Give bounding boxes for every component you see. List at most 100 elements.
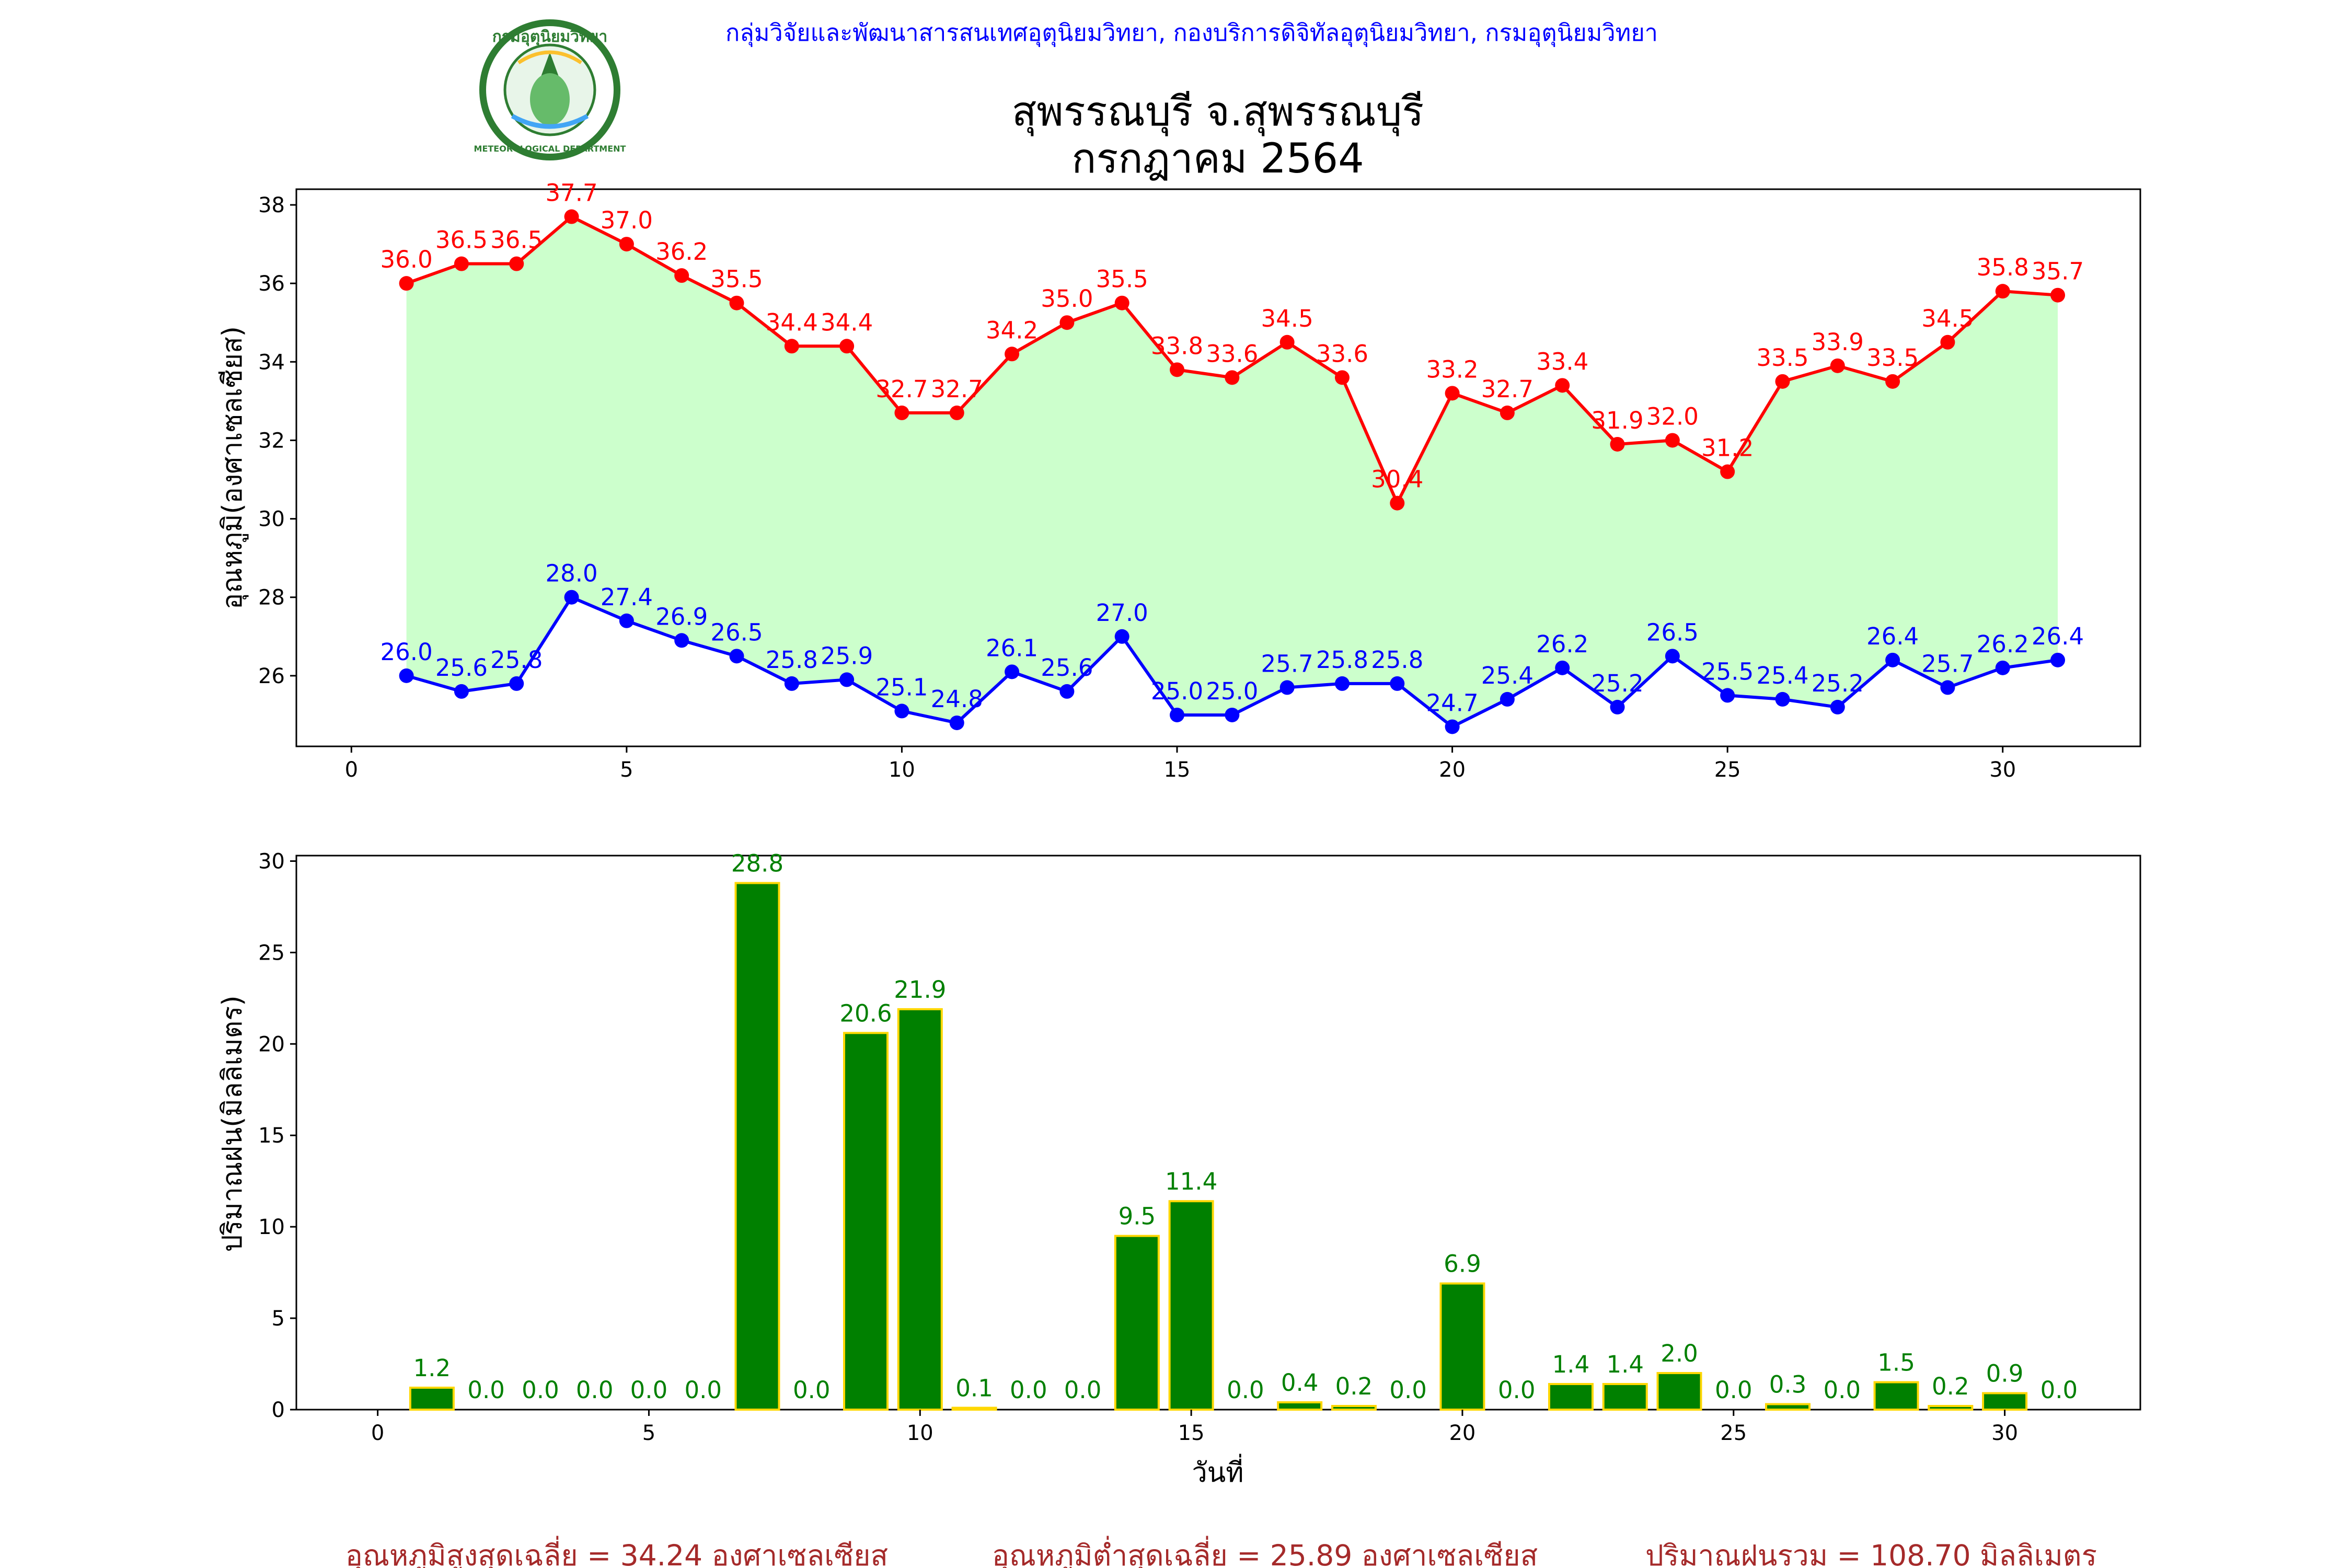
rainfall-y-tick-label: 15 [258,1124,285,1148]
max-temp-label: 36.5 [490,226,543,254]
max-temp-label: 32.7 [875,375,928,403]
min-temp-label: 25.7 [1261,650,1313,677]
rainfall-y-tick-label: 10 [258,1215,285,1239]
min-temp-point [674,633,689,648]
rainfall-x-tick-label: 30 [1991,1421,2018,1445]
temperature-y-tick-label: 30 [258,508,285,532]
min-temp-point [729,649,744,664]
max-temp-point [509,256,524,271]
temperature-x-tick-label: 0 [345,758,358,782]
min-temp-point [784,676,799,691]
min-temp-point [1720,688,1735,703]
rainfall-bar-label: 0.1 [955,1375,993,1402]
rainfall-bar [843,1032,889,1411]
min-temp-label: 25.5 [1701,658,1754,685]
max-temp-point [2050,287,2066,303]
rainfall-bar [951,1406,997,1411]
rainfall-bar-label: 2.0 [1661,1340,1698,1367]
max-temp-point [894,405,909,420]
rainfall-bar [897,1008,943,1411]
min-temp-point [949,715,964,730]
min-temp-point [1775,691,1790,707]
min-temp-point [1555,660,1570,675]
min-temp-point [1170,707,1185,722]
max-temp-point [1170,362,1185,377]
min-temp-point [1005,664,1020,679]
temperature-x-tick-label: 10 [889,758,915,782]
max-temp-label: 36.2 [655,238,708,266]
max-temp-label: 31.9 [1591,407,1643,434]
max-temp-point [1279,335,1295,350]
max-temp-point [1225,370,1240,385]
summary-avg-min-temp: อุณหภูมิต่ำสุดเฉลี่ย = 25.89 องศาเซลเซีย… [992,1536,1538,1568]
temperature-y-axis-label: อุณหภูมิ(องศาเซลเซียส) [217,326,249,609]
min-temp-label: 26.4 [1866,622,1919,650]
min-temp-point [1885,652,1900,667]
rainfall-bar-label: 0.0 [576,1376,614,1404]
min-temp-point [1445,719,1460,734]
max-temp-point [564,209,579,224]
rainfall-x-tick-label: 25 [1720,1421,1747,1445]
max-temp-label: 35.5 [1096,266,1148,293]
max-temp-label: 33.5 [1756,344,1808,372]
rainfall-bar [1656,1372,1702,1411]
max-temp-point [1830,358,1845,373]
max-temp-label: 36.0 [381,246,433,273]
max-temp-point [949,405,964,420]
rainfall-bar-label: 0.0 [1064,1376,1102,1404]
rainfall-bar [734,882,780,1411]
max-temp-label: 37.0 [601,206,653,234]
temperature-x-tick-label: 30 [1989,758,2016,782]
min-temp-point [1830,699,1845,714]
max-temp-label: 34.5 [1261,305,1313,332]
rainfall-bar [409,1387,455,1411]
rainfall-x-axis-label: วันที่ [1192,1454,1243,1489]
max-temp-point [1995,284,2010,299]
min-temp-label: 26.2 [1536,630,1588,658]
rainfall-bar-label: 0.0 [1227,1376,1264,1404]
min-temp-point [1500,691,1515,707]
rainfall-bar-label: 0.3 [1769,1371,1807,1399]
max-temp-label: 33.6 [1316,340,1368,367]
max-temp-point [1114,295,1129,310]
rainfall-bar-label: 0.0 [1715,1376,1753,1404]
rainfall-x-tick-label: 20 [1449,1421,1475,1445]
min-temp-label: 26.1 [986,634,1038,662]
min-temp-point [1610,699,1625,714]
rainfall-bar [1439,1282,1485,1411]
max-temp-point [1775,374,1790,389]
min-temp-label: 26.2 [1977,630,2029,658]
min-temp-label: 28.0 [545,560,597,587]
rainfall-bar-label: 0.0 [793,1376,831,1404]
rainfall-bar-label: 0.0 [522,1376,559,1404]
rainfall-bar-label: 0.2 [1335,1373,1373,1400]
temperature-y-tick-label: 36 [258,272,285,296]
max-temp-label: 33.5 [1866,344,1919,372]
min-temp-point [1995,660,2010,675]
min-temp-point [1279,680,1295,695]
temperature-x-tick-label: 20 [1439,758,1466,782]
max-temp-label: 37.7 [545,179,597,207]
rainfall-bar [1548,1383,1594,1411]
summary-avg-max-temp: อุณหภูมิสูงสุดเฉลี่ย = 34.24 องศาเซลเซีย… [345,1536,888,1568]
max-temp-point [1445,386,1460,401]
min-temp-label: 25.8 [1316,646,1368,674]
temperature-y-tick-label: 34 [258,350,285,374]
max-temp-label: 33.8 [1151,332,1203,360]
min-temp-point [399,668,414,683]
min-temp-label: 25.4 [1756,662,1808,689]
max-temp-point [1940,335,1955,350]
rainfall-bar-label: 0.0 [1010,1376,1047,1404]
rainfall-y-tick-label: 20 [258,1032,285,1056]
rainfall-bar-label: 20.6 [839,999,892,1027]
rainfall-bar [1331,1405,1377,1411]
rainfall-bar-label: 0.9 [1986,1360,2024,1388]
rainfall-bar-label: 28.8 [731,849,783,877]
rainfall-y-tick-label: 5 [272,1307,285,1331]
rainfall-y-tick-label: 30 [258,849,285,873]
rainfall-bar-label: 6.9 [1444,1250,1481,1278]
min-temp-label: 25.6 [1041,654,1093,682]
rainfall-y-axis-label: ปริมาณฝน(มิลลิเมตร) [217,995,248,1252]
rainfall-bar-label: 0.0 [467,1376,505,1404]
